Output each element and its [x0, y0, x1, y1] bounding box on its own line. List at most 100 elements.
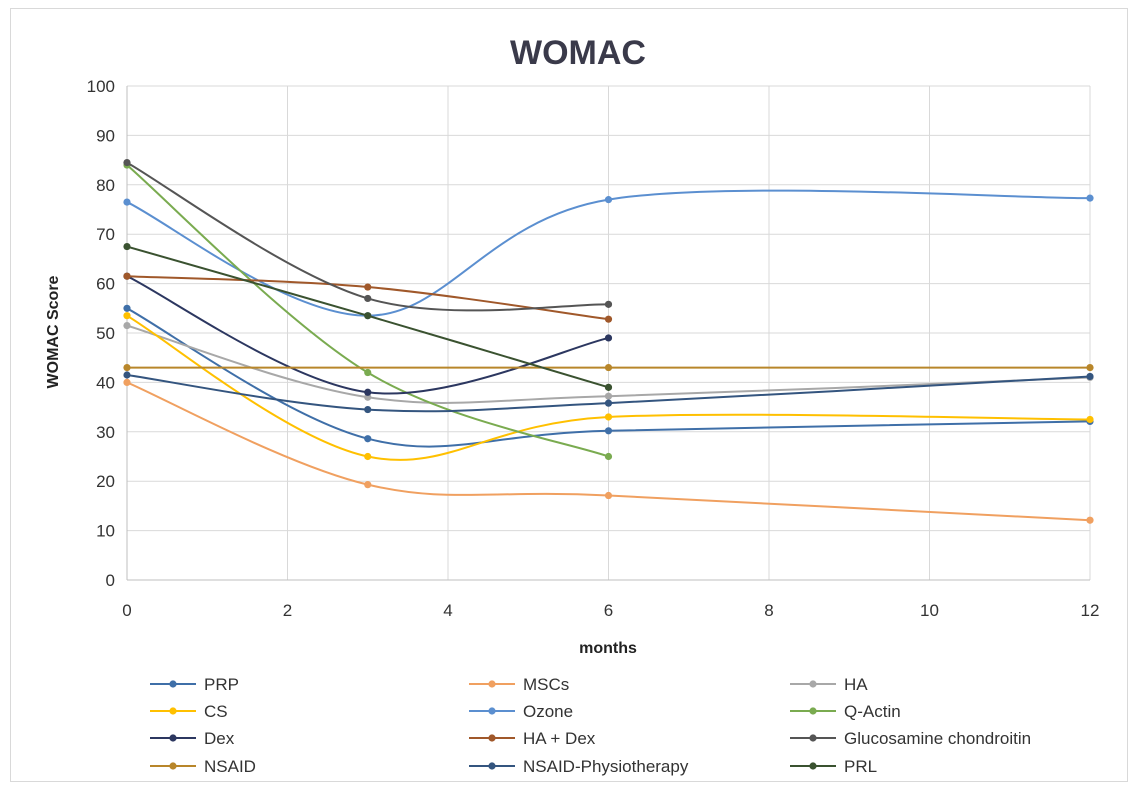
- legend-item-glucosamine-chondroitin: Glucosamine chondroitin: [790, 729, 1031, 748]
- data-point-cs: [364, 452, 372, 461]
- data-point-nsaid-physiotherapy: [604, 399, 613, 407]
- legend-marker: [488, 762, 496, 770]
- x-axis-label: months: [579, 640, 637, 657]
- data-point-dex: [604, 334, 613, 342]
- y-tick-label: 70: [96, 225, 115, 244]
- series-glucosamine-chondroitin: [123, 158, 613, 312]
- series-line-mscs: [126, 381, 1091, 522]
- legend-item-nsaid-physiotherapy: NSAID-Physiotherapy: [469, 757, 689, 776]
- series-prp: [123, 304, 1094, 448]
- chart-title: WOMAC: [510, 34, 646, 72]
- series-mscs: [123, 378, 1094, 524]
- legend-item-prl: PRL: [790, 757, 877, 776]
- data-point-prp: [364, 435, 372, 443]
- y-tick-label: 50: [96, 324, 115, 343]
- data-point-cs: [123, 312, 131, 320]
- legend-label: PRP: [204, 675, 239, 694]
- data-point-glucosamine-chondroitin: [604, 300, 613, 308]
- data-point-dex: [364, 388, 372, 396]
- data-point-ozone: [604, 196, 613, 204]
- legend-marker: [809, 680, 817, 688]
- legend-item-cs: CS: [150, 702, 228, 721]
- series-line-cs: [126, 314, 1091, 461]
- legend: PRP MSCs HA CS Ozone Q-Actin Dex HA + Dex Glucos…: [150, 675, 1031, 776]
- legend-item-ha-dex: HA + Dex: [469, 729, 596, 748]
- x-tick-label: 12: [1081, 601, 1100, 620]
- legend-label: Q-Actin: [844, 702, 901, 721]
- data-point-glucosamine-chondroitin: [123, 158, 131, 167]
- data-point-ha-dex: [604, 315, 613, 323]
- series-prl: [123, 242, 613, 391]
- data-point-nsaid-physiotherapy: [123, 371, 131, 379]
- data-point-ozone: [1086, 194, 1094, 202]
- data-point-prl: [123, 242, 131, 251]
- series-line-ozone: [126, 189, 1091, 317]
- data-point-ha: [123, 321, 131, 330]
- legend-marker: [169, 680, 177, 688]
- legend-label: CS: [204, 702, 228, 721]
- data-point-q-actin: [604, 452, 613, 461]
- legend-marker: [169, 734, 177, 742]
- data-point-ha: [604, 392, 613, 400]
- data-point-glucosamine-chondroitin: [364, 294, 372, 303]
- data-point-mscs: [123, 378, 131, 386]
- series-ha-dex: [123, 272, 613, 323]
- x-tick-label: 2: [283, 601, 292, 620]
- legend-label: HA + Dex: [523, 729, 596, 748]
- series-line-nsaid-physiotherapy: [126, 374, 1091, 413]
- legend-marker: [809, 762, 817, 770]
- legend-marker: [809, 734, 817, 742]
- data-point-ozone: [123, 198, 131, 206]
- legend-item-prp: PRP: [150, 675, 239, 694]
- data-point-mscs: [1086, 516, 1094, 524]
- data-point-nsaid-physiotherapy: [1086, 372, 1094, 381]
- legend-item-mscs: MSCs: [469, 675, 569, 694]
- legend-label: MSCs: [523, 675, 569, 694]
- data-point-nsaid-physiotherapy: [364, 405, 372, 414]
- y-tick-label: 40: [96, 373, 115, 392]
- legend-item-nsaid: NSAID: [150, 757, 256, 776]
- data-point-cs: [1086, 415, 1094, 424]
- legend-label: Glucosamine chondroitin: [844, 729, 1031, 748]
- data-point-prp: [604, 427, 613, 435]
- y-axis-label: WOMAC Score: [45, 275, 62, 388]
- legend-item-ozone: Ozone: [469, 702, 573, 721]
- series-line-prp: [126, 307, 1091, 448]
- grid-layer: [126, 85, 1091, 581]
- y-tick-label: 100: [87, 77, 115, 96]
- series-layer: [123, 158, 1094, 524]
- data-point-nsaid: [604, 363, 613, 372]
- y-tick-label: 90: [96, 126, 115, 145]
- legend-marker: [488, 680, 496, 688]
- data-point-ha-dex: [364, 283, 372, 291]
- x-tick-label: 0: [122, 601, 131, 620]
- data-point-nsaid: [1086, 363, 1094, 372]
- x-tick-label: 8: [764, 601, 773, 620]
- data-point-nsaid: [123, 363, 131, 372]
- legend-marker: [169, 762, 177, 770]
- legend-label: NSAID-Physiotherapy: [523, 757, 689, 776]
- legend-label: Ozone: [523, 702, 573, 721]
- axes-layer: 0 10 20 30 40 50 60 70 80 90 100 0 2 4 6 8 10 12: [87, 77, 1100, 620]
- x-tick-label: 10: [920, 601, 939, 620]
- data-point-mscs: [364, 481, 372, 489]
- legend-marker: [488, 707, 496, 715]
- data-point-ha-dex: [123, 272, 131, 280]
- series-nsaid-physiotherapy: [123, 371, 1094, 414]
- legend-label: Dex: [204, 729, 235, 748]
- series-dex: [123, 272, 613, 396]
- data-point-mscs: [604, 491, 613, 500]
- y-tick-label: 10: [96, 522, 115, 541]
- x-tick-label: 4: [443, 601, 452, 620]
- legend-marker: [809, 707, 817, 715]
- y-tick-label: 30: [96, 423, 115, 442]
- legend-marker: [488, 734, 496, 742]
- y-tick-label: 0: [106, 571, 115, 590]
- legend-item-q-actin: Q-Actin: [790, 702, 901, 721]
- x-tick-label: 6: [604, 601, 613, 620]
- y-tick-label: 60: [96, 275, 115, 294]
- data-point-q-actin: [364, 368, 372, 377]
- data-point-prp: [123, 304, 131, 312]
- chart-frame: [10, 8, 1128, 782]
